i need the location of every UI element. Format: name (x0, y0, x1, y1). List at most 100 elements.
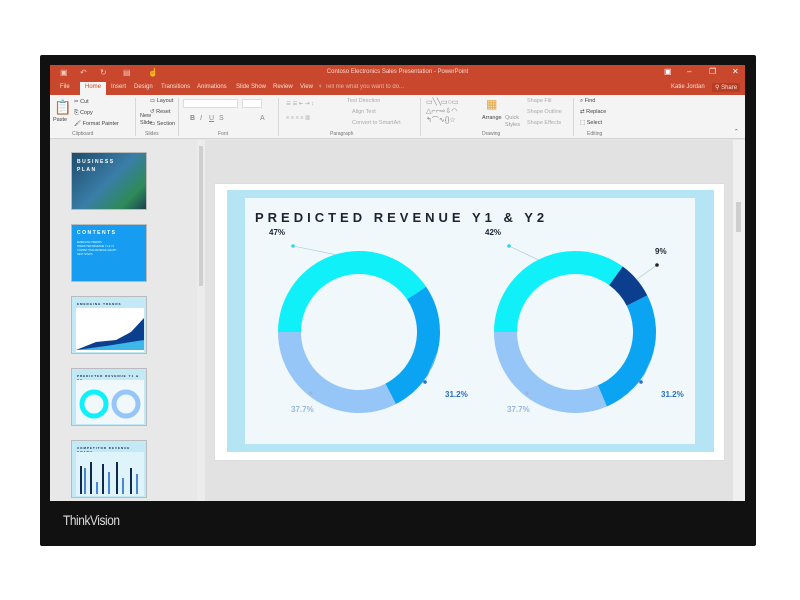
close-icon[interactable]: ✕ (732, 67, 739, 76)
italic-button[interactable]: I (200, 115, 202, 122)
donut-thumbnail (76, 380, 144, 424)
quick-styles-button[interactable]: Quick Styles (505, 115, 520, 128)
minimize-icon[interactable]: – (687, 67, 692, 76)
contents-item: NEXT STEPS (77, 253, 93, 256)
format-painter-button[interactable]: 🖌 Format Painter (74, 121, 119, 127)
section-label: Section (156, 121, 176, 127)
contents-item: EMERGING TRENDS (77, 241, 102, 244)
title-bar: ▣ ↶ ↻ ▤ ☝ Contoso Electronics Sales Pres… (50, 65, 745, 81)
tab-home[interactable]: Home (80, 82, 107, 95)
shape-fill-button[interactable]: Shape Fill (527, 98, 552, 104)
divider (278, 98, 279, 136)
font-family-select[interactable] (183, 99, 238, 108)
slide-editing-area: PREDICTED REVENUE Y1 & Y2 47% 31.2% 37.7% 4… (205, 140, 745, 501)
scrollbar-thumb[interactable] (736, 202, 741, 232)
data-label: 31.2% (661, 390, 684, 399)
data-label: 42% (485, 228, 501, 237)
leader-dot (507, 244, 511, 248)
slide-thumbnail-1[interactable]: BUSINESS PLAN (71, 152, 147, 210)
slide-thumbnails-pane: BUSINESS PLAN CONTENTS EMERGING TRENDS P… (50, 140, 197, 501)
thumbnail-contents-list: EMERGING TRENDS PREDICTED REVENUE Y1 & Y… (77, 241, 116, 257)
tab-view[interactable]: View (300, 84, 313, 90)
copy-button[interactable]: ⎘ Copy (74, 110, 93, 116)
group-slides-label: Slides (145, 131, 159, 137)
current-slide[interactable]: PREDICTED REVENUE Y1 & Y2 47% 31.2% 37.7% 4… (214, 183, 725, 461)
text-direction-button[interactable]: Text Direction (347, 98, 381, 104)
paste-button[interactable]: Paste (53, 117, 68, 123)
redo-icon[interactable]: ↻ (100, 68, 107, 77)
align-text-button[interactable]: Align Text (352, 109, 376, 115)
bold-button[interactable]: B (190, 115, 196, 122)
replace-button[interactable]: ⇄ Replace (580, 109, 607, 115)
donut-segment (494, 251, 623, 332)
slide-thumbnail-3[interactable]: EMERGING TRENDS (71, 296, 147, 354)
font-size-select[interactable] (242, 99, 262, 108)
section-button[interactable]: ▭ Section (150, 121, 176, 127)
shape-effects-button[interactable]: Shape Effects (527, 120, 562, 126)
cut-label: Cut (80, 99, 89, 105)
layout-label: Layout (156, 98, 174, 104)
tab-review[interactable]: Review (273, 84, 293, 90)
scrollbar-thumb[interactable] (199, 146, 203, 286)
align-buttons[interactable]: ≡ ≡ ≡ ≡ ▥ (286, 115, 311, 121)
donut-segment (597, 295, 656, 407)
data-label: 37.7% (507, 405, 530, 414)
slide-thumbnail-2[interactable]: CONTENTS EMERGING TRENDS PREDICTED REVEN… (71, 224, 147, 282)
shape-outline-button[interactable]: Shape Outline (527, 109, 562, 115)
tab-animations[interactable]: Animations (197, 84, 227, 90)
select-button[interactable]: ⬚ Select (580, 120, 603, 126)
divider (420, 98, 421, 136)
find-button[interactable]: ⌕ Find (580, 98, 596, 104)
ribbon-tabs: File Home Insert Design Transitions Anim… (50, 81, 745, 95)
new-slide-button[interactable]: New Slide (140, 113, 153, 126)
start-slideshow-icon[interactable]: ▤ (123, 68, 131, 77)
convert-smartart-button[interactable]: Convert to SmartArt (352, 120, 401, 126)
tab-file[interactable]: File (60, 84, 70, 90)
underline-button[interactable]: U (209, 115, 215, 122)
slide-scrollbar[interactable] (733, 140, 745, 501)
leader-line (636, 264, 658, 280)
slide-card: PREDICTED REVENUE Y1 & Y2 47% 31.2% 37.7% 4… (245, 198, 695, 444)
arrange-button[interactable]: Arrange (482, 115, 502, 121)
collapse-ribbon-icon[interactable]: ⌃ (734, 129, 739, 135)
shadow-button[interactable]: S (219, 115, 224, 122)
donut-segment (494, 332, 607, 414)
tab-insert[interactable]: Insert (111, 84, 127, 90)
tab-slide-show[interactable]: Slide Show (236, 84, 267, 90)
cut-button[interactable]: ✂ Cut (74, 99, 89, 105)
divider (573, 98, 574, 136)
share-label: Share (721, 85, 738, 91)
tab-transitions[interactable]: Transitions (161, 84, 191, 90)
leader-dot (423, 380, 427, 384)
bullets-button[interactable]: ☰ ☰ ⇤ ⇥ ↕ (286, 101, 314, 107)
arrange-icon: ▦ (486, 97, 498, 111)
slide-thumbnail-5[interactable]: COMPETITOR REVENUE GRAPH (71, 440, 147, 498)
donut-segment (278, 332, 396, 413)
tell-me-search[interactable]: Tell me what you want to do... (325, 84, 405, 90)
share-button[interactable]: ⚲ Share (712, 83, 741, 92)
save-icon[interactable]: ▣ (60, 68, 68, 77)
font-color-button[interactable]: A (260, 115, 265, 122)
thinkvision-logo: ThinkVision (63, 512, 120, 528)
divider (135, 98, 136, 136)
leader-line (424, 352, 438, 383)
slide-thumbnail-4[interactable]: PREDICTED REVENUE Y1 & Y2 (71, 368, 147, 426)
ribbon-display-icon[interactable]: ▣ (664, 67, 672, 76)
thumbnails-scrollbar[interactable] (197, 140, 205, 501)
format-painter-label: Format Painter (82, 121, 119, 127)
leader-dot (291, 244, 295, 248)
shapes-gallery[interactable]: ▭╲╲▭○▭ △⌐⌐⇨⇩◠ ↰⌒∿{}☆ (426, 99, 459, 124)
leader-line (292, 245, 336, 255)
layout-button[interactable]: ▭ Layout (150, 98, 174, 104)
reset-button[interactable]: ↺ Reset (150, 109, 171, 115)
user-name[interactable]: Katie Jordan (671, 84, 705, 90)
touch-mode-icon[interactable]: ☝ (148, 68, 158, 77)
group-editing-label: Editing (587, 131, 603, 137)
tab-design[interactable]: Design (134, 84, 153, 90)
undo-icon[interactable]: ↶ (80, 68, 87, 77)
restore-icon[interactable]: ❐ (709, 67, 717, 76)
slide-title: PREDICTED REVENUE Y1 & Y2 (255, 210, 549, 225)
reset-label: Reset (156, 109, 171, 115)
paste-icon[interactable]: 📋 (54, 99, 72, 115)
thumbnail-title: BUSINESS PLAN (77, 159, 115, 173)
